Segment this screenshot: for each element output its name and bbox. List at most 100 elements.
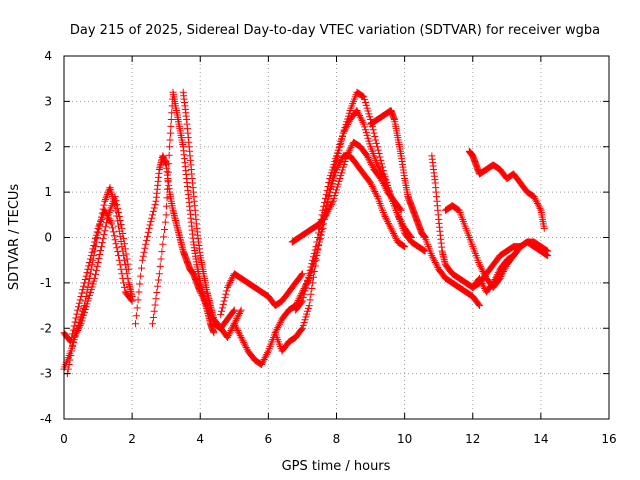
data-point [544, 252, 552, 260]
data-point [432, 260, 440, 268]
data-point [397, 206, 405, 214]
data-point [371, 188, 379, 196]
data-point [233, 325, 241, 333]
data-point [115, 256, 123, 264]
data-point [91, 238, 99, 246]
data-point [476, 262, 484, 270]
data-point [374, 146, 382, 154]
data-point [241, 340, 249, 348]
data-point [299, 294, 307, 302]
data-point [149, 207, 157, 215]
data-point [343, 152, 351, 160]
data-point [223, 287, 231, 295]
data-point [84, 265, 92, 273]
data-point [430, 257, 438, 265]
data-point [338, 136, 346, 144]
satellite-track-5 [149, 88, 218, 337]
data-point [433, 262, 441, 270]
data-point [87, 286, 95, 294]
data-point [226, 328, 234, 336]
y-tick-label: 0 [44, 231, 52, 245]
data-point [331, 157, 339, 165]
data-point [112, 197, 120, 205]
data-point [476, 302, 484, 310]
data-point [122, 250, 130, 258]
chart-title: Day 215 of 2025, Sidereal Day-to-day VTE… [70, 23, 600, 38]
data-point [87, 252, 95, 260]
satellite-track-7 [217, 270, 306, 319]
data-point [132, 312, 140, 320]
data-point [493, 272, 501, 280]
data-point [70, 333, 78, 341]
data-point [365, 137, 373, 145]
data-point [113, 201, 121, 209]
data-point [368, 162, 376, 170]
data-point [259, 357, 267, 365]
data-point [234, 313, 242, 321]
data-point [306, 296, 314, 304]
data-point [335, 146, 343, 154]
data-point [258, 361, 266, 369]
data-point [363, 104, 371, 112]
data-point [324, 207, 332, 215]
data-point [360, 93, 368, 101]
data-point [92, 231, 100, 239]
data-point [76, 321, 84, 329]
data-point [364, 154, 372, 162]
data-point [139, 252, 147, 260]
data-point [331, 192, 339, 200]
data-point [434, 264, 442, 272]
data-point [71, 332, 79, 340]
grid [64, 56, 609, 419]
data-point [125, 265, 133, 273]
data-point [102, 195, 110, 203]
data-point [334, 180, 342, 188]
data-point [155, 270, 163, 278]
data-point [167, 122, 175, 130]
data-point [82, 272, 90, 280]
data-point [109, 224, 117, 232]
data-point [237, 333, 245, 341]
data-point [156, 262, 164, 270]
data-point [327, 180, 335, 188]
data-point [535, 203, 543, 211]
data-point [64, 365, 72, 373]
data-point [92, 266, 100, 274]
data-point [151, 201, 159, 209]
data-point [379, 167, 387, 175]
data-point [373, 139, 381, 147]
x-tick-label: 0 [60, 432, 68, 446]
data-point [362, 151, 370, 159]
data-point [531, 194, 539, 202]
data-point [142, 240, 150, 248]
data-point [77, 320, 85, 328]
data-point [382, 185, 390, 193]
data-point [369, 126, 377, 134]
data-point [134, 296, 142, 304]
data-point [374, 163, 382, 171]
data-point [315, 238, 323, 246]
data-point [232, 323, 240, 331]
y-tick-label: -3 [40, 367, 52, 381]
data-point [78, 289, 86, 297]
data-point [384, 218, 392, 226]
data-point [234, 327, 242, 335]
data-point [543, 251, 551, 259]
data-point [302, 313, 310, 321]
data-point [316, 235, 324, 243]
data-point [236, 308, 244, 316]
data-point [146, 221, 154, 229]
data-point [333, 186, 340, 194]
data-point [157, 255, 165, 263]
data-point [114, 248, 122, 256]
data-point [481, 271, 489, 279]
data-point [533, 199, 541, 207]
data-point [238, 335, 246, 343]
data-point [372, 136, 380, 144]
data-point [161, 218, 169, 226]
data-point [340, 160, 348, 168]
data-point [493, 270, 501, 278]
data-point [345, 147, 353, 155]
data-point [341, 123, 349, 131]
data-point [299, 321, 307, 329]
